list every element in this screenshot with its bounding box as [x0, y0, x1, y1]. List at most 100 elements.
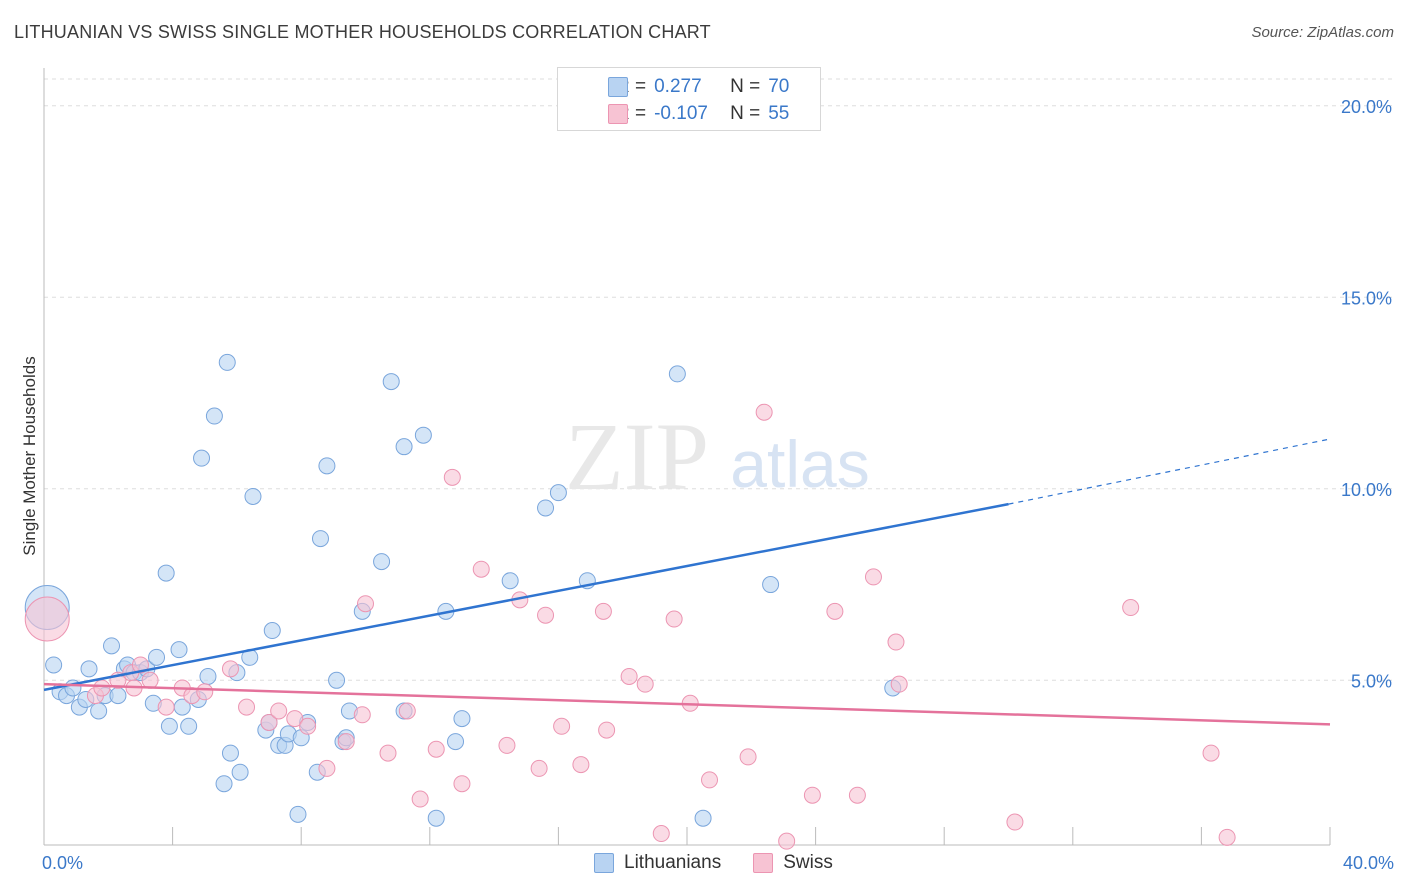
legend-row-lithuanians: R = 0.277 N = 70 — [584, 75, 789, 99]
swiss-point — [411, 790, 429, 808]
lithuanian-point — [215, 775, 233, 793]
watermark: ZIP atlas — [565, 403, 870, 510]
swiss-point — [848, 786, 866, 804]
swiss-point — [93, 679, 111, 697]
swiss-point — [353, 706, 371, 724]
trend-layer — [43, 438, 1331, 726]
swiss-point — [530, 759, 548, 777]
lithuanian-point — [148, 648, 166, 666]
y-tick-label: 15.0% — [1341, 288, 1392, 308]
legend-label-lithuanians: Lithuanians — [624, 852, 722, 873]
swiss-point — [864, 568, 882, 586]
legend-r-value: -0.107 — [654, 103, 708, 124]
lithuanian-point — [221, 744, 239, 762]
points-layer — [24, 93, 1236, 850]
swiss-point-large — [24, 596, 70, 642]
swiss-point — [701, 771, 719, 789]
lithuanian-point — [427, 809, 445, 827]
y-tick-label: 10.0% — [1341, 480, 1392, 500]
watermark-atlas: atlas — [730, 427, 869, 501]
swiss-point — [1202, 744, 1220, 762]
lithuanians-trend-extension — [1008, 438, 1331, 505]
swiss-point — [318, 759, 336, 777]
watermark-zip: ZIP — [565, 403, 709, 510]
swiss-point — [260, 713, 278, 731]
swiss-point — [472, 560, 490, 578]
legend-swatch-lithuanians — [594, 853, 614, 873]
swiss-point — [890, 675, 908, 693]
lithuanian-point — [205, 407, 223, 425]
lithuanian-point — [103, 637, 121, 655]
lithuanian-point — [311, 530, 329, 548]
lithuanian-point — [218, 353, 236, 371]
chart-title: LITHUANIAN VS SWISS SINGLE MOTHER HOUSEH… — [14, 22, 711, 42]
lithuanian-point — [170, 641, 188, 659]
x-tick-label: 40.0% — [1343, 853, 1394, 873]
swiss-point — [1122, 599, 1140, 617]
legend-swatch-swiss — [753, 853, 774, 873]
lithuanian-point — [328, 671, 346, 689]
swiss-point — [826, 602, 844, 620]
swiss-point — [221, 660, 239, 678]
legend-item-lithuanians[interactable]: Lithuanians — [594, 852, 721, 874]
swiss-point — [537, 606, 555, 624]
lithuanian-point — [694, 809, 712, 827]
legend-swatch-lithuanians — [608, 77, 628, 97]
swiss-point — [636, 675, 654, 693]
lithuanian-point — [414, 426, 432, 444]
legend-row-swiss: R = -0.107 N = 55 — [584, 102, 789, 126]
swiss-point — [803, 786, 821, 804]
lithuanian-point — [668, 365, 686, 383]
swiss-point — [270, 702, 288, 720]
swiss-point — [594, 602, 612, 620]
lithuanian-point — [501, 572, 519, 590]
swiss-point — [443, 468, 461, 486]
lithuanian-point — [447, 733, 465, 751]
lithuanian-point — [231, 763, 249, 781]
lithuanian-point — [537, 499, 555, 517]
swiss-point — [398, 702, 416, 720]
swiss-point — [887, 633, 905, 651]
lithuanian-point — [453, 710, 471, 728]
tick-labels: 5.0% 10.0% 15.0% 20.0% 0.0% 40.0% — [42, 97, 1394, 873]
lithuanian-point — [80, 660, 98, 678]
lithuanian-point — [263, 622, 281, 640]
swiss-point — [572, 756, 590, 774]
swiss-point — [652, 825, 670, 843]
swiss-point — [1218, 828, 1236, 846]
axis-layer — [43, 68, 1331, 846]
swiss-point — [238, 698, 256, 716]
swiss-point — [598, 721, 616, 739]
source-note: Source: ZipAtlas.com — [1251, 24, 1394, 41]
lithuanian-point — [549, 484, 567, 502]
swiss-point — [1006, 813, 1024, 831]
y-tick-label: 20.0% — [1341, 97, 1392, 117]
grid-layer — [44, 78, 1392, 681]
swiss-point — [196, 683, 214, 701]
legend-n-value: 55 — [768, 103, 790, 124]
lithuanian-point — [289, 805, 307, 823]
lithuanian-point — [244, 487, 262, 505]
lithuanian-point — [90, 702, 108, 720]
legend-label-swiss: Swiss — [783, 852, 833, 873]
swiss-point — [498, 736, 516, 754]
lithuanian-point — [157, 564, 175, 582]
lithuanian-point — [180, 717, 198, 735]
lithuanian-point — [318, 457, 336, 475]
legend-n-label: N = — [730, 76, 761, 97]
y-tick-label: 5.0% — [1351, 671, 1392, 691]
legend-item-swiss[interactable]: Swiss — [753, 852, 833, 874]
swiss-point — [299, 717, 317, 735]
legend-n-label: N = — [730, 103, 761, 124]
legend-n-value: 70 — [768, 76, 790, 97]
lithuanian-point — [193, 449, 211, 467]
lithuanian-point — [109, 687, 127, 705]
lithuanian-point — [45, 656, 63, 674]
lithuanians-trend-line — [43, 502, 1009, 692]
series-legend: Lithuanians Swiss — [594, 852, 865, 874]
lithuanian-point — [382, 373, 400, 391]
swiss-point — [379, 744, 397, 762]
swiss-point — [131, 656, 149, 674]
swiss-point — [141, 671, 159, 689]
